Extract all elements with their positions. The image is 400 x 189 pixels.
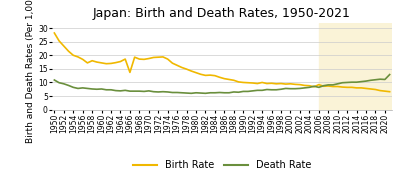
Birth Rate [165,58,170,60]
Line: Death Rate: Death Rate [54,75,390,93]
Bar [319,23,392,110]
Birth Rate [52,32,57,34]
Birth Rate [264,82,269,85]
Death Rate [283,87,288,90]
Birth Rate [241,81,246,84]
Death Rate [165,91,170,93]
Death Rate [269,89,274,91]
Birth Rate [99,62,104,64]
Death Rate [132,90,137,92]
Death Rate [52,79,57,81]
Title: Japan: Birth and Death Rates, 1950-2021: Japan: Birth and Death Rates, 1950-2021 [93,7,351,20]
Birth Rate [132,56,137,58]
Birth Rate [279,82,284,85]
Death Rate [246,90,250,93]
Legend: Birth Rate, Death Rate: Birth Rate, Death Rate [129,156,315,174]
Line: Birth Rate: Birth Rate [54,33,390,92]
Death Rate [189,92,194,94]
Y-axis label: Birth and Death Rates (Per 1,000): Birth and Death Rates (Per 1,000) [26,0,35,143]
Death Rate [387,74,392,76]
Death Rate [99,88,104,90]
Birth Rate [387,91,392,93]
